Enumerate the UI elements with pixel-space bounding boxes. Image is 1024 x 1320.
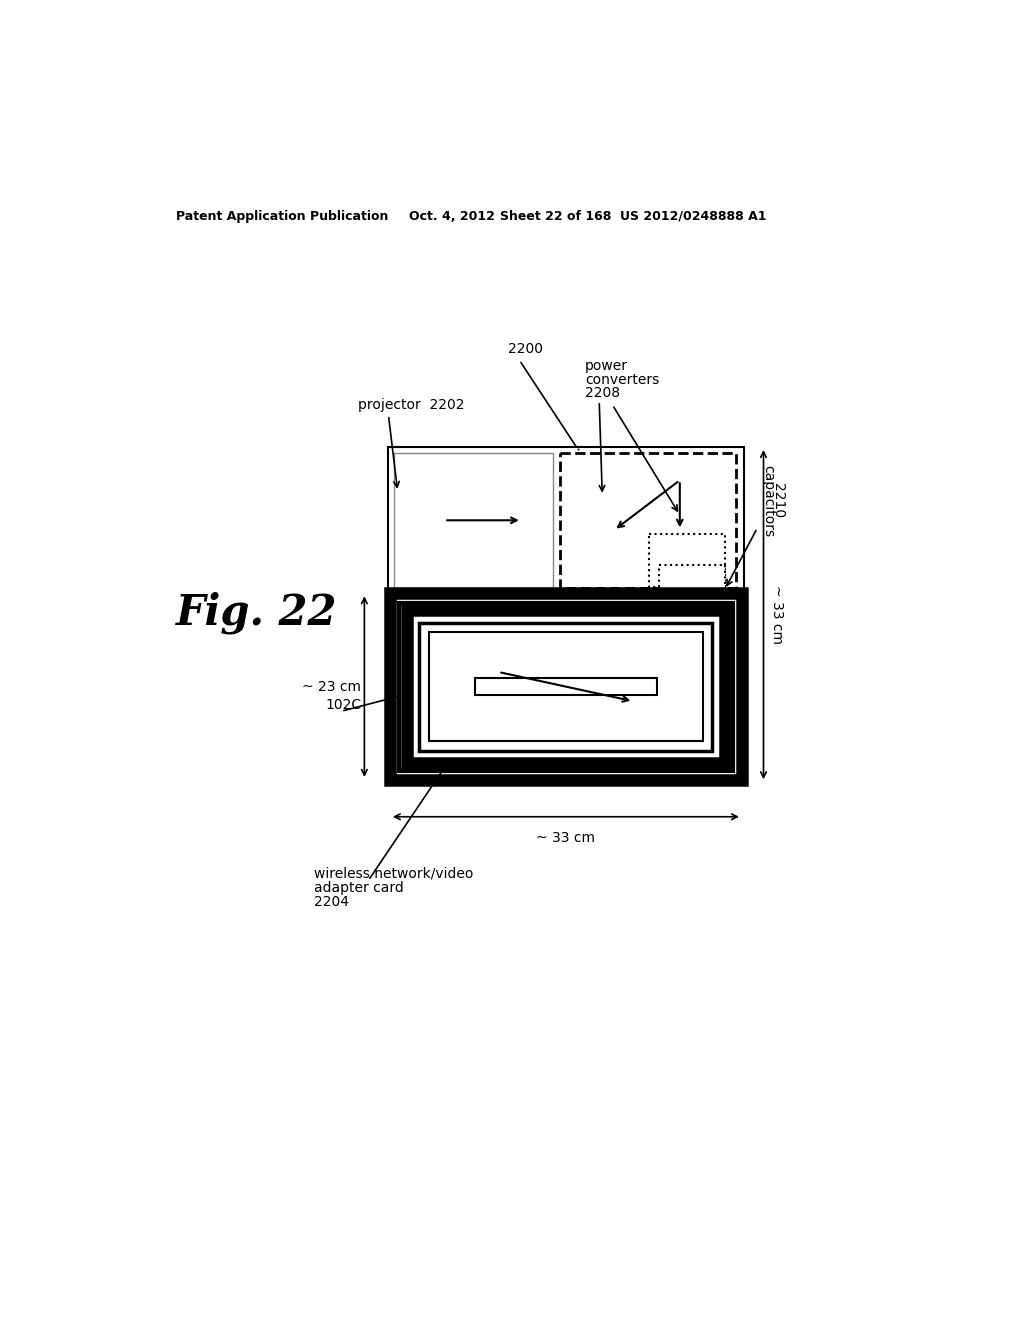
Text: wireless network/video: wireless network/video	[314, 867, 473, 880]
Bar	[388, 447, 744, 781]
Text: Fig. 22: Fig. 22	[176, 591, 338, 634]
Bar	[429, 632, 703, 742]
Bar	[390, 594, 741, 780]
Bar	[649, 535, 725, 586]
Text: 2208: 2208	[586, 387, 621, 400]
Text: converters: converters	[586, 374, 659, 387]
Bar	[394, 453, 553, 589]
Bar	[475, 678, 656, 696]
Bar	[407, 610, 725, 763]
Text: 2200: 2200	[508, 342, 543, 356]
Text: ~ 23 cm: ~ 23 cm	[301, 680, 360, 693]
Text: US 2012/0248888 A1: US 2012/0248888 A1	[621, 210, 767, 223]
Text: adapter card: adapter card	[314, 880, 403, 895]
Bar	[420, 623, 713, 751]
Bar	[658, 565, 725, 615]
Text: Oct. 4, 2012: Oct. 4, 2012	[409, 210, 495, 223]
Bar	[399, 603, 732, 771]
Text: power: power	[586, 359, 629, 374]
Text: ~ 33 cm: ~ 33 cm	[770, 585, 783, 644]
Text: 102C: 102C	[326, 698, 361, 711]
Text: 2210: 2210	[771, 483, 785, 519]
Text: Sheet 22 of 168: Sheet 22 of 168	[500, 210, 611, 223]
Bar	[560, 453, 736, 589]
Text: 2204: 2204	[314, 895, 349, 908]
Text: projector  2202: projector 2202	[358, 397, 465, 412]
Text: Patent Application Publication: Patent Application Publication	[176, 210, 388, 223]
Text: capacitors: capacitors	[761, 465, 775, 537]
Text: ~ 33 cm: ~ 33 cm	[537, 830, 595, 845]
